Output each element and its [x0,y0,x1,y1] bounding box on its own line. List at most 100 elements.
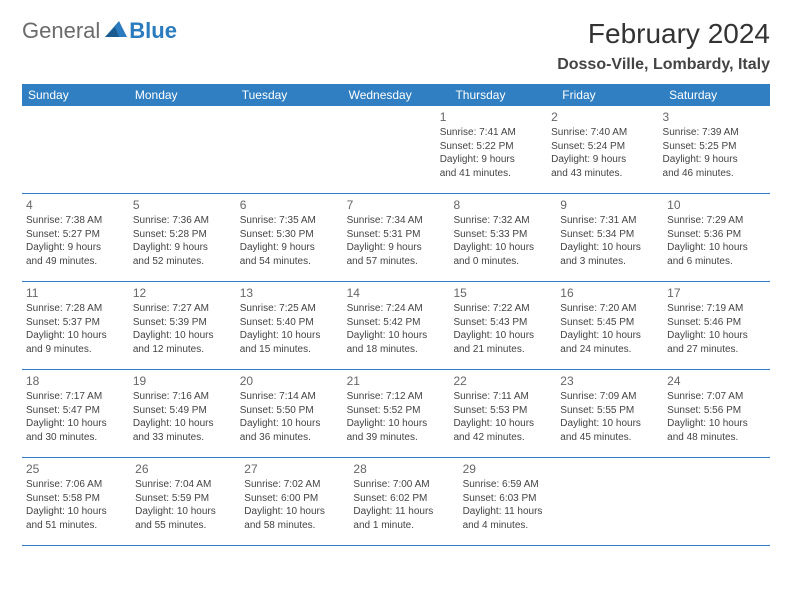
calendar-day: 6Sunrise: 7:35 AMSunset: 5:30 PMDaylight… [236,194,343,281]
day-daylight1: Daylight: 10 hours [26,329,125,343]
day-number: 18 [26,373,125,389]
empty-day [669,458,770,545]
calendar-day: 27Sunrise: 7:02 AMSunset: 6:00 PMDayligh… [240,458,349,545]
calendar-week: 25Sunrise: 7:06 AMSunset: 5:58 PMDayligh… [22,458,770,546]
calendar-day: 1Sunrise: 7:41 AMSunset: 5:22 PMDaylight… [436,106,547,193]
day-number: 10 [667,197,766,213]
day-number: 8 [453,197,552,213]
day-sunrise: Sunrise: 7:20 AM [560,302,659,316]
day-daylight1: Daylight: 10 hours [667,417,766,431]
day-number: 27 [244,461,345,477]
calendar-day: 10Sunrise: 7:29 AMSunset: 5:36 PMDayligh… [663,194,770,281]
day-number: 15 [453,285,552,301]
logo-text-general: General [22,18,100,44]
day-daylight2: and 57 minutes. [347,255,446,269]
day-daylight2: and 1 minute. [353,519,454,533]
day-daylight2: and 52 minutes. [133,255,232,269]
day-daylight1: Daylight: 10 hours [560,241,659,255]
day-daylight1: Daylight: 10 hours [347,417,446,431]
day-sunset: Sunset: 5:53 PM [453,404,552,418]
day-daylight2: and 49 minutes. [26,255,125,269]
calendar-day: 26Sunrise: 7:04 AMSunset: 5:59 PMDayligh… [131,458,240,545]
calendar-day: 11Sunrise: 7:28 AMSunset: 5:37 PMDayligh… [22,282,129,369]
day-daylight2: and 18 minutes. [347,343,446,357]
day-daylight1: Daylight: 9 hours [26,241,125,255]
day-daylight1: Daylight: 10 hours [26,417,125,431]
calendar-day: 18Sunrise: 7:17 AMSunset: 5:47 PMDayligh… [22,370,129,457]
day-sunrise: Sunrise: 7:29 AM [667,214,766,228]
day-sunrise: Sunrise: 7:17 AM [26,390,125,404]
day-sunrise: Sunrise: 7:06 AM [26,478,127,492]
day-daylight2: and 46 minutes. [663,167,766,181]
day-number: 28 [353,461,454,477]
weekday-label: Sunday [22,84,129,106]
calendar-day: 22Sunrise: 7:11 AMSunset: 5:53 PMDayligh… [449,370,556,457]
logo: General Blue [22,18,177,44]
day-daylight1: Daylight: 9 hours [440,153,543,167]
empty-day [125,106,228,193]
calendar: Sunday Monday Tuesday Wednesday Thursday… [22,84,770,546]
day-number: 7 [347,197,446,213]
day-number: 2 [551,109,654,125]
calendar-day: 3Sunrise: 7:39 AMSunset: 5:25 PMDaylight… [659,106,770,193]
day-sunset: Sunset: 5:40 PM [240,316,339,330]
day-sunset: Sunset: 6:02 PM [353,492,454,506]
day-sunrise: Sunrise: 7:04 AM [135,478,236,492]
day-daylight1: Daylight: 10 hours [26,505,127,519]
day-sunrise: Sunrise: 7:40 AM [551,126,654,140]
day-sunset: Sunset: 5:43 PM [453,316,552,330]
day-number: 20 [240,373,339,389]
day-sunrise: Sunrise: 7:25 AM [240,302,339,316]
empty-day [229,106,332,193]
day-sunset: Sunset: 5:25 PM [663,140,766,154]
day-daylight2: and 41 minutes. [440,167,543,181]
day-number: 11 [26,285,125,301]
day-daylight2: and 3 minutes. [560,255,659,269]
day-sunset: Sunset: 6:03 PM [463,492,564,506]
day-sunset: Sunset: 5:22 PM [440,140,543,154]
day-sunset: Sunset: 5:28 PM [133,228,232,242]
day-daylight2: and 45 minutes. [560,431,659,445]
day-sunrise: Sunrise: 7:32 AM [453,214,552,228]
day-sunrise: Sunrise: 7:27 AM [133,302,232,316]
day-sunrise: Sunrise: 7:16 AM [133,390,232,404]
day-daylight2: and 9 minutes. [26,343,125,357]
day-sunrise: Sunrise: 7:02 AM [244,478,345,492]
day-daylight1: Daylight: 9 hours [663,153,766,167]
day-sunset: Sunset: 5:47 PM [26,404,125,418]
calendar-day: 19Sunrise: 7:16 AMSunset: 5:49 PMDayligh… [129,370,236,457]
day-daylight2: and 4 minutes. [463,519,564,533]
weekday-label: Tuesday [236,84,343,106]
empty-day [568,458,669,545]
day-daylight2: and 36 minutes. [240,431,339,445]
logo-triangle-icon [105,21,127,42]
calendar-day: 21Sunrise: 7:12 AMSunset: 5:52 PMDayligh… [343,370,450,457]
day-sunrise: Sunrise: 7:09 AM [560,390,659,404]
calendar-day: 8Sunrise: 7:32 AMSunset: 5:33 PMDaylight… [449,194,556,281]
day-sunrise: Sunrise: 7:41 AM [440,126,543,140]
day-sunset: Sunset: 5:30 PM [240,228,339,242]
day-sunset: Sunset: 5:59 PM [135,492,236,506]
day-sunset: Sunset: 5:37 PM [26,316,125,330]
calendar-day: 15Sunrise: 7:22 AMSunset: 5:43 PMDayligh… [449,282,556,369]
day-daylight1: Daylight: 11 hours [353,505,454,519]
day-sunset: Sunset: 5:45 PM [560,316,659,330]
day-number: 21 [347,373,446,389]
day-sunset: Sunset: 6:00 PM [244,492,345,506]
day-sunset: Sunset: 5:36 PM [667,228,766,242]
day-daylight2: and 24 minutes. [560,343,659,357]
weekday-header: Sunday Monday Tuesday Wednesday Thursday… [22,84,770,106]
calendar-day: 12Sunrise: 7:27 AMSunset: 5:39 PMDayligh… [129,282,236,369]
day-daylight1: Daylight: 10 hours [240,329,339,343]
day-sunrise: Sunrise: 7:36 AM [133,214,232,228]
month-year: February 2024 [557,18,770,50]
day-number: 3 [663,109,766,125]
day-sunrise: Sunrise: 7:14 AM [240,390,339,404]
day-daylight2: and 42 minutes. [453,431,552,445]
day-sunrise: Sunrise: 7:19 AM [667,302,766,316]
day-daylight1: Daylight: 10 hours [453,417,552,431]
calendar-day: 29Sunrise: 6:59 AMSunset: 6:03 PMDayligh… [459,458,568,545]
day-sunset: Sunset: 5:50 PM [240,404,339,418]
day-daylight2: and 12 minutes. [133,343,232,357]
day-number: 29 [463,461,564,477]
